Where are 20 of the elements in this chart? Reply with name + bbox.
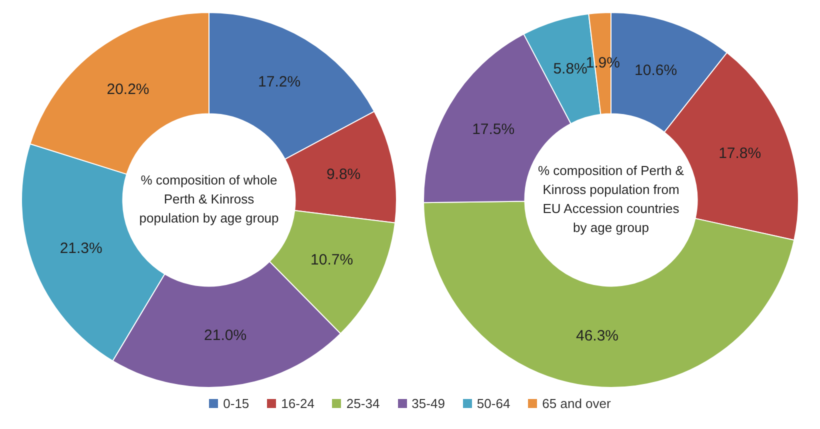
data-label: 1.9% — [586, 54, 620, 72]
data-label: 20.2% — [106, 80, 150, 98]
legend-label: 50-64 — [476, 396, 510, 411]
data-label: 10.7% — [310, 252, 354, 269]
legend-label: 35-49 — [410, 396, 445, 411]
data-label: 17.5% — [472, 121, 515, 138]
data-label: 10.6% — [634, 62, 678, 79]
data-label: 17.2% — [258, 74, 301, 91]
data-label: 21.3% — [60, 240, 102, 257]
data-label: 17.8% — [718, 144, 762, 162]
data-label: 5.8% — [553, 60, 588, 78]
text: % composition of whole Perth & Kinross population by age group — [139, 172, 279, 226]
legend-label: 25-34 — [345, 396, 380, 411]
legend-label: 16-24 — [280, 396, 314, 411]
data-label: 9.8% — [326, 166, 361, 183]
legend-label: 0-15 — [222, 396, 250, 411]
data-label: 46.3% — [576, 327, 619, 344]
legend-label: 65 and over — [541, 396, 611, 411]
text: % composition of Perth & Kinross population from EU Accession countries by age group — [538, 163, 684, 236]
data-label: 21.0% — [204, 327, 247, 344]
